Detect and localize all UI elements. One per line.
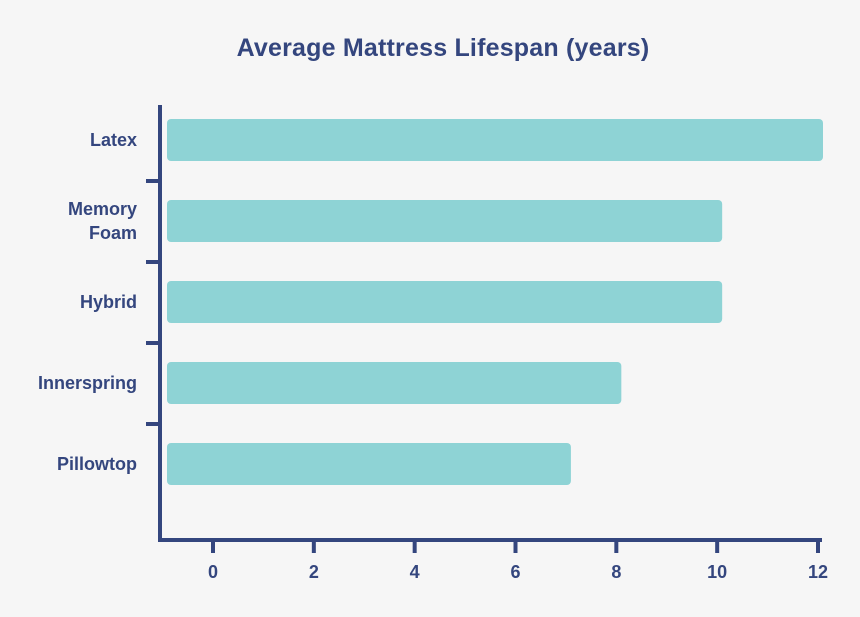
category-label: Memory: [68, 199, 137, 219]
bar-memory-foam: [167, 200, 723, 242]
bar-innerspring: [167, 362, 622, 404]
category-label: Hybrid: [80, 292, 137, 312]
x-tick-label: 0: [208, 562, 218, 582]
x-tick-label: 8: [611, 562, 621, 582]
category-label: Pillowtop: [57, 454, 137, 474]
bar-latex: [167, 119, 823, 161]
x-tick-label: 6: [510, 562, 520, 582]
category-label: Innerspring: [38, 373, 137, 393]
x-tick-label: 4: [410, 562, 420, 582]
category-label: Latex: [90, 130, 137, 150]
x-tick-label: 12: [808, 562, 828, 582]
bar-pillowtop: [167, 443, 571, 485]
category-label: Foam: [89, 223, 137, 243]
x-tick-label: 2: [309, 562, 319, 582]
x-tick-label: 10: [707, 562, 727, 582]
bar-hybrid: [167, 281, 723, 323]
chart-title: Average Mattress Lifespan (years): [236, 34, 650, 62]
